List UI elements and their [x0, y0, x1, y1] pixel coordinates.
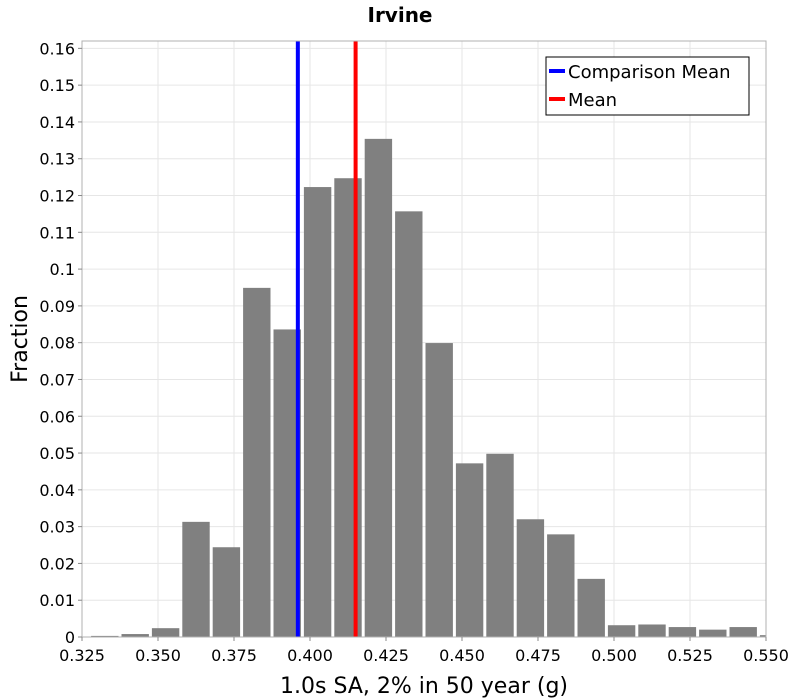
legend-box [545, 56, 750, 116]
legend-label: Comparison Mean [568, 62, 731, 83]
y-tick-label: 0.09 [39, 297, 75, 316]
x-tick-label: 0.450 [439, 646, 485, 665]
y-tick-label: 0.11 [39, 223, 75, 242]
plot-border [81, 40, 767, 638]
histogram-bar [607, 625, 636, 637]
x-axis-ticks: 0.325 0.350 0.375 0.400 0.425 0.450 0.475 0.500… [59, 637, 789, 665]
y-tick-label: 0.04 [39, 481, 75, 500]
y-tick-label: 0.1 [50, 260, 75, 279]
histogram-bar [395, 211, 423, 637]
histogram-bar [212, 547, 241, 637]
x-tick-label: 0.550 [743, 646, 789, 665]
x-tick-label: 0.525 [667, 646, 713, 665]
histogram-bar [243, 287, 271, 637]
x-tick-label: 0.500 [591, 646, 637, 665]
histogram-bar [729, 627, 757, 637]
y-tick-label: 0.12 [39, 187, 75, 206]
x-tick-label: 0.350 [135, 646, 181, 665]
chart-title: Irvine [368, 3, 433, 27]
x-tick-label: 0.325 [59, 646, 105, 665]
histogram-bar [303, 187, 332, 637]
histogram-bar [516, 519, 545, 637]
histogram-bar [425, 343, 453, 637]
histogram-bar [759, 635, 766, 637]
histogram-bar [182, 521, 210, 637]
legend: Comparison Mean Mean [545, 56, 750, 116]
histogram-bar [638, 624, 666, 637]
reference-lines [295, 41, 358, 637]
x-tick-label: 0.400 [287, 646, 333, 665]
y-tick-label: 0.05 [39, 444, 75, 463]
histogram-bar [151, 628, 180, 637]
y-tick-label: 0.14 [39, 113, 75, 132]
histogram-bar [668, 627, 697, 637]
histogram-bar [364, 138, 393, 637]
x-axis-title: 1.0s SA, 2% in 50 year (g) [280, 674, 568, 699]
legend-label: Mean [568, 90, 617, 111]
y-tick-label: 0.03 [39, 518, 75, 537]
x-tick-label: 0.425 [363, 646, 409, 665]
x-tick-label: 0.375 [211, 646, 257, 665]
y-tick-label: 0.16 [39, 39, 75, 58]
y-axis-title: Fraction [8, 295, 33, 383]
histogram-bar [486, 453, 514, 637]
x-tick-label: 0.475 [515, 646, 561, 665]
bars [91, 138, 766, 637]
histogram-bar [455, 463, 484, 637]
histogram-bar [699, 629, 727, 637]
y-tick-label: 0.13 [39, 150, 75, 169]
y-tick-label: 0.01 [39, 591, 75, 610]
y-tick-label: 0.07 [39, 370, 75, 389]
y-tick-label: 0.02 [39, 554, 75, 573]
histogram-bar [91, 635, 119, 637]
y-tick-label: 0.15 [39, 76, 75, 95]
y-axis-ticks: 0 0.01 0.02 0.03 0.04 0.05 0.06 0.07 0.08 0.09 0.1… [39, 39, 82, 647]
y-tick-label: 0.08 [39, 334, 75, 353]
histogram-bar [121, 634, 149, 637]
histogram-bar [547, 534, 575, 637]
y-tick-label: 0 [65, 628, 75, 647]
histogram-bar [577, 578, 605, 637]
y-tick-label: 0.06 [39, 407, 75, 426]
